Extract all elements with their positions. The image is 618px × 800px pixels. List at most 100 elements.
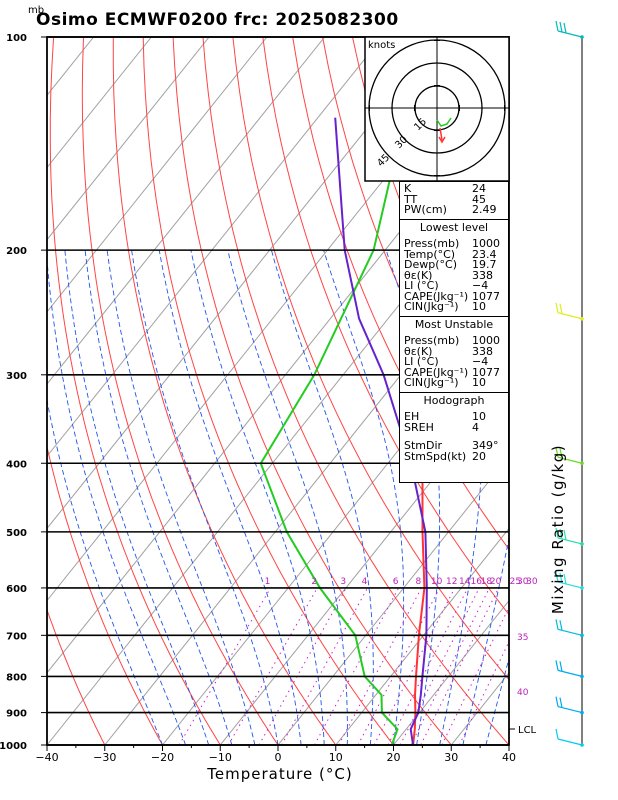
mixing-ratio-label: 14 [459,577,471,587]
index-row: K 24 [400,182,508,195]
temperature-tick-label: −30 [93,751,116,764]
wind-barb-staff [557,738,583,746]
index-value: 1077 [472,365,500,379]
index-value: 338 [472,268,493,282]
mixing-ratio-label: 25 [510,577,521,587]
mixing-ratio-label: 30 [526,577,538,587]
dry-adiabat [562,37,618,745]
mixing-ratio-label: 3 [340,577,346,587]
wind-barb-base [580,316,584,321]
mixing-ratio-line [314,587,400,745]
index-label: LI (°C) [404,355,439,368]
index-value: 10 [472,300,486,313]
lcl-label: LCL [518,725,537,736]
pressure-tick-label: 800 [6,672,27,683]
wind-barb-feather [555,571,559,583]
mixing-ratio-label: 1 [265,577,271,587]
wind-barb [555,527,584,546]
index-row: LI (°C) −4 [400,355,508,368]
wind-barb-feather [559,620,563,631]
index-row: LI (°C) −4 [400,279,508,292]
dry-adiabat-label: 35 [517,633,528,643]
wind-barb-feather [559,21,563,33]
wind-barb-base [580,633,584,638]
hodograph-indices: EH 10 SREH 4 StmDir 349° StmSpd(kt) 20 [400,410,508,465]
index-row: CAPE(Jkg⁻¹) 1077 [400,289,508,303]
wind-barb [555,302,584,321]
wind-barb-feather [555,302,559,313]
index-label: CIN(Jkg⁻¹) [404,376,459,389]
wind-barb-feather [559,572,563,584]
index-row: Press(mb) 1000 [400,334,508,347]
isotherm [47,166,509,745]
index-value: 1000 [472,334,500,347]
index-label: LI (°C) [404,279,439,292]
moist-adiabat [323,249,405,745]
pressure-tick-label: 300 [6,371,27,382]
wind-barb-feather [555,696,559,707]
mixing-ratio-line [387,587,469,745]
moist-adiabat [131,250,279,745]
index-value: 45 [472,192,486,206]
temperature-tick-label: 40 [502,751,516,764]
wind-barb-feather [559,697,563,708]
dry-adiabat [47,608,106,745]
temperature-tick-label: −20 [151,751,174,764]
hodograph-units: knots [368,40,395,51]
index-row: Temp(°C) 23.4 [400,247,508,261]
wind-barb-feather [559,661,563,672]
index-value: −4 [472,355,489,368]
dry-adiabat [292,37,509,551]
pressure-tick-label: 1000 [0,741,27,752]
mixing-ratio-label: 8 [416,577,422,587]
mixing-ratio-label: 10 [431,577,443,587]
pressure-tick-label: 600 [6,584,27,595]
index-value: 24 [472,182,486,195]
index-row: PW(cm) 2.49 [400,203,508,216]
index-label: SREH [404,420,434,434]
wind-barb-feather [555,619,559,630]
profile-dewpoint [259,37,424,745]
index-value: 2.49 [472,203,497,216]
temperature-tick-label: 0 [275,751,282,764]
index-row: CIN(Jkg⁻¹) 10 [400,300,508,313]
pressure-tick-label: 900 [6,709,27,720]
mixing-ratio-label: 2 [311,577,317,587]
wind-barb-base [580,542,584,546]
wind-barb-base [580,710,584,715]
moist-adiabat [190,250,325,745]
dry-adiabat [532,37,618,745]
mixing-ratio-line [338,587,422,745]
wind-barb-base [580,35,584,39]
index-label: StmSpd(kt) [404,449,467,463]
index-label: θε(K) [404,344,433,358]
isotherm [47,37,441,530]
index-label: CAPE(Jkg⁻¹) [404,289,469,303]
moist-adiabat [270,249,374,745]
index-row: CAPE(Jkg⁻¹) 1077 [400,365,508,379]
mixing-ratio-label: 12 [446,577,457,587]
mixing-ratio-line [281,587,368,745]
pressure-tick-label: 100 [6,33,27,44]
mixing-ratio-label: 20 [490,577,502,587]
isotherm [47,37,210,241]
mixing-ratio-axis-label: Mixing Ratio (g/kg) [549,443,567,615]
wind-barb-feather [559,303,563,314]
moist-adiabat [227,249,348,745]
isotherm [277,455,509,745]
wind-barb [555,728,584,747]
isotherm [393,599,509,745]
index-value: 20 [472,449,486,463]
hodograph-heading: Hodograph [400,391,508,411]
index-row: EH 10 [400,411,508,423]
temperature-tick-label: 30 [444,751,458,764]
temperature-tick-label: 20 [387,751,401,764]
index-value: 338 [472,344,493,358]
wind-barb [555,447,584,466]
index-value: 23.4 [472,247,497,261]
index-value: 4 [472,420,479,434]
dry-adiabat-label: 40 [517,688,529,698]
index-value: −4 [472,279,489,292]
storm-motion-arrow [439,127,443,141]
pressure-tick-label: 500 [6,528,27,539]
